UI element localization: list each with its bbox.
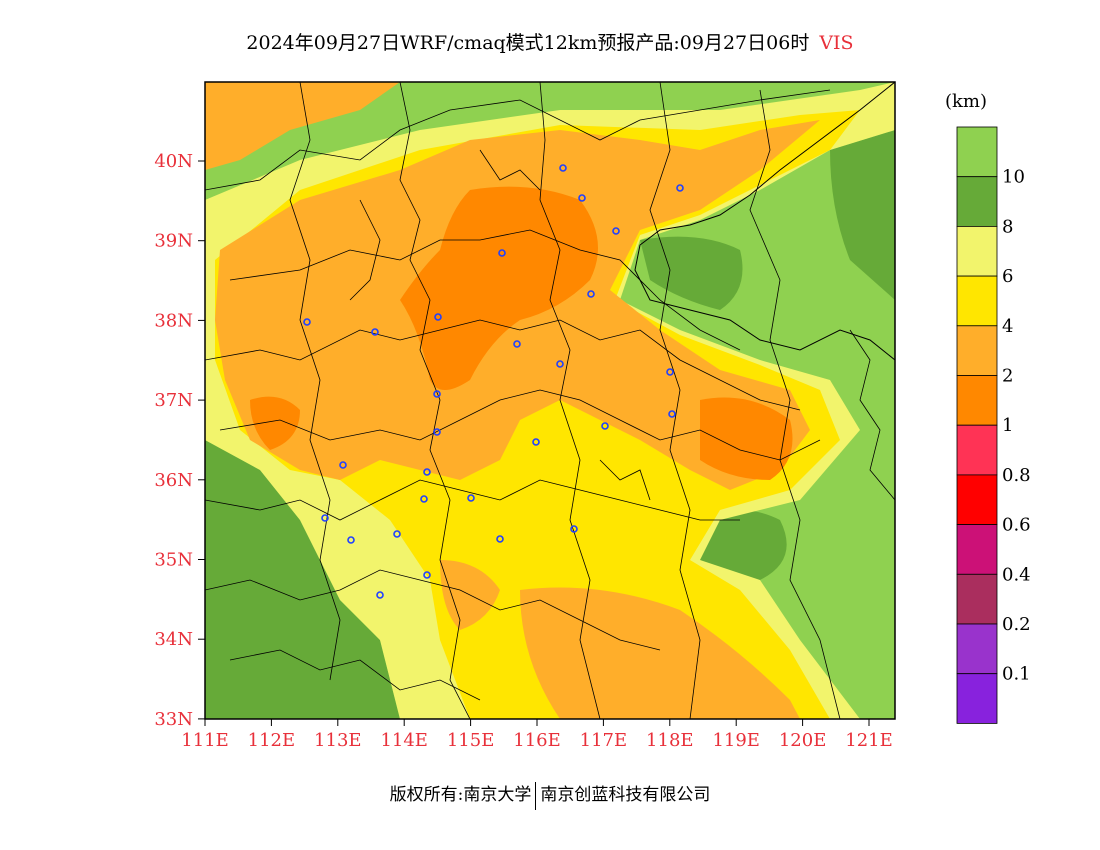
colorbar-level-label: 0.6 [1002, 515, 1031, 536]
city-markers [303, 164, 684, 599]
city-marker [498, 249, 506, 257]
city-marker [433, 390, 441, 398]
lon-label: 116E [513, 730, 561, 751]
colorbar-segment [956, 225, 998, 277]
lon-label: 117E [580, 730, 628, 751]
city-marker [612, 227, 620, 235]
city-marker [347, 536, 355, 544]
city-marker [601, 422, 609, 430]
lon-label: 115E [447, 730, 495, 751]
lon-label: 114E [380, 730, 428, 751]
lon-label: 118E [646, 730, 694, 751]
colorbar-segment [956, 275, 998, 327]
city-marker [676, 184, 684, 192]
city-marker [371, 328, 379, 336]
colorbar-level-label: 10 [1002, 167, 1025, 188]
colorbar-segment [956, 573, 998, 625]
city-marker [303, 318, 311, 326]
city-marker [434, 313, 442, 321]
colorbar-level-label: 2 [1002, 366, 1013, 387]
lon-label: 121E [845, 730, 893, 751]
footer: 版权所有:南京大学 南京创蓝科技有限公司 [0, 780, 1100, 810]
city-marker [587, 290, 595, 298]
colorbar-level-label: 0.8 [1002, 465, 1031, 486]
city-marker [376, 591, 384, 599]
coastline [634, 82, 895, 361]
title-variable: VIS [819, 32, 854, 54]
city-marker [556, 360, 564, 368]
colorbar-level-label: 1 [1002, 415, 1013, 436]
footer-company: 南京创蓝科技有限公司 [540, 785, 711, 805]
latitude-axis: 40N 39N 38N 37N 36N 35N 34N 33N [154, 151, 205, 730]
lat-label: 34N [154, 629, 193, 650]
city-marker [393, 530, 401, 538]
colorbar-level-label: 6 [1002, 266, 1013, 287]
colorbar: 10 8 6 4 2 1 0.8 0.6 0.4 0.2 0.1 [956, 126, 1031, 724]
lat-label: 38N [154, 310, 193, 331]
city-marker [467, 494, 475, 502]
city-marker [513, 340, 521, 348]
city-marker [420, 495, 428, 503]
map-panel [205, 82, 895, 719]
colorbar-segment [956, 623, 998, 675]
colorbar-level-label: 0.1 [1002, 664, 1031, 685]
city-marker [532, 438, 540, 446]
colorbar-segment [956, 474, 998, 525]
city-marker [570, 525, 578, 533]
colorbar-segment [956, 375, 998, 426]
city-marker [423, 468, 431, 476]
colorbar-segment [956, 325, 998, 376]
lat-label: 36N [154, 470, 193, 491]
colorbar-segment [956, 176, 998, 227]
lat-label: 40N [154, 151, 193, 172]
colorbar-level-label: 0.2 [1002, 614, 1031, 635]
city-marker [578, 194, 586, 202]
colorbar-segment [956, 524, 998, 575]
colorbar-level-label: 0.4 [1002, 564, 1031, 585]
lon-label: 119E [712, 730, 760, 751]
colorbar-unit: (km) [945, 91, 987, 112]
city-marker [433, 428, 441, 436]
city-marker [496, 535, 504, 543]
city-marker [321, 514, 329, 522]
longitude-axis: 111E 112E 113E 114E 115E 116E 117E 118E 119E 120E… [181, 719, 893, 751]
lon-label: 113E [314, 730, 362, 751]
lat-label: 33N [154, 709, 193, 730]
city-marker [559, 164, 567, 172]
city-marker [339, 461, 347, 469]
lat-label: 35N [154, 550, 193, 571]
lat-label: 37N [154, 390, 193, 411]
lon-label: 120E [779, 730, 827, 751]
footer-copyright: 版权所有:南京大学 [389, 785, 532, 805]
page-title: 2024年09月27日WRF/cmaq模式12km预报产品:09月27日06时 V… [0, 28, 1100, 55]
lon-label: 112E [248, 730, 296, 751]
colorbar-segment [956, 424, 998, 476]
colorbar-level-label: 4 [1002, 316, 1013, 337]
lat-label: 39N [154, 231, 193, 252]
title-main: 2024年09月27日WRF/cmaq模式12km预报产品:09月27日06时 [246, 32, 810, 54]
colorbar-segment [956, 126, 998, 178]
city-marker [666, 368, 674, 376]
footer-separator [535, 781, 537, 810]
city-marker [423, 571, 431, 579]
city-marker [668, 410, 676, 418]
colorbar-segment [956, 673, 998, 724]
lon-label: 111E [181, 730, 229, 751]
admin-boundaries [205, 82, 895, 719]
colorbar-level-label: 8 [1002, 216, 1013, 237]
